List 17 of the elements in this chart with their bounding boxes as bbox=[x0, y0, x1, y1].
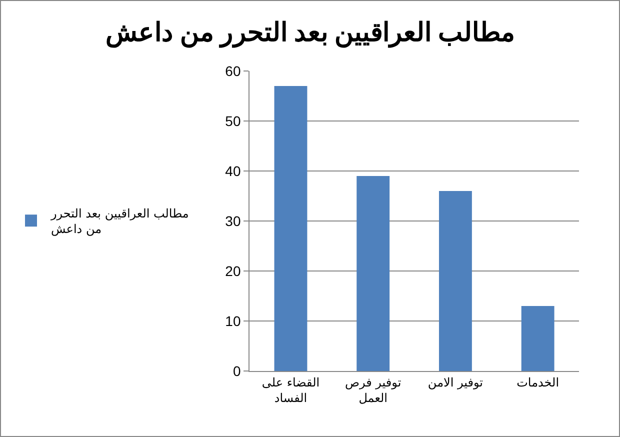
y-tick-label: 40 bbox=[225, 162, 241, 179]
x-tick-label: توفير الامن bbox=[428, 375, 483, 390]
y-tick-label: 50 bbox=[225, 112, 241, 129]
bar bbox=[521, 306, 554, 371]
y-tick-label: 20 bbox=[225, 262, 241, 279]
y-tick-label: 0 bbox=[232, 362, 241, 379]
x-tick-label: الخدمات bbox=[516, 375, 560, 390]
y-tick-label: 10 bbox=[225, 312, 241, 329]
legend-label: مطالب العراقيين بعد التحرر من داعش bbox=[50, 206, 189, 236]
bar bbox=[274, 86, 308, 371]
y-tick-label: 30 bbox=[225, 212, 241, 229]
bar bbox=[438, 191, 472, 371]
y-tick-label: 60 bbox=[225, 62, 241, 79]
chart-title: مطالب العراقيين بعد التحرر من داعش bbox=[105, 18, 515, 48]
x-tick-label: القضاء على الفساد bbox=[262, 375, 320, 405]
x-tick-label: توفير فرص العمل bbox=[345, 375, 402, 405]
bar bbox=[356, 176, 390, 371]
